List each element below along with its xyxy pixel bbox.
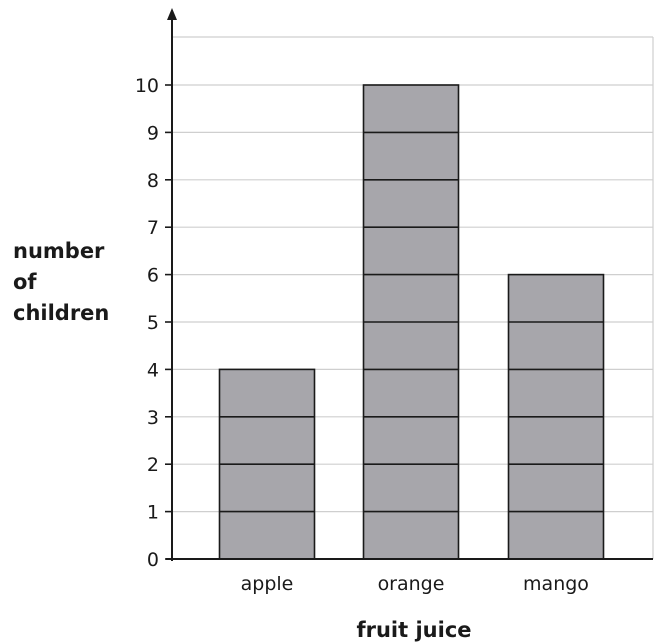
y-tick-label: 4 [147, 359, 159, 381]
y-tick-label: 0 [147, 549, 159, 571]
y-tick-label: 6 [147, 265, 159, 287]
x-category-label-orange: orange [378, 573, 445, 595]
bars [218, 84, 605, 560]
y-axis-label-line-2: of [13, 270, 37, 294]
y-tick-label: 7 [147, 217, 159, 239]
x-axis-label: fruit juice [356, 618, 471, 642]
y-tick-label: 2 [147, 454, 159, 476]
bar-mango [507, 273, 605, 560]
y-tick-labels: 0 1 2 3 4 5 6 7 8 9 10 [135, 75, 159, 571]
y-axis-label-line-3: children [13, 301, 109, 325]
y-axis-arrow-icon [167, 8, 177, 20]
y-tick-label: 5 [147, 312, 159, 334]
x-category-labels: apple orange mango [241, 573, 589, 595]
bar-orange [362, 84, 460, 560]
y-tick-label: 1 [147, 502, 159, 524]
y-axis-label-line-1: number [13, 239, 105, 263]
axes [165, 8, 653, 561]
bar-apple [218, 368, 316, 560]
y-tick-label: 8 [147, 170, 159, 192]
x-category-label-mango: mango [523, 573, 589, 595]
x-category-label-apple: apple [241, 573, 294, 595]
y-tick-label: 9 [147, 122, 159, 144]
y-tick-label: 3 [147, 407, 159, 429]
y-tick-label: 10 [135, 75, 159, 97]
